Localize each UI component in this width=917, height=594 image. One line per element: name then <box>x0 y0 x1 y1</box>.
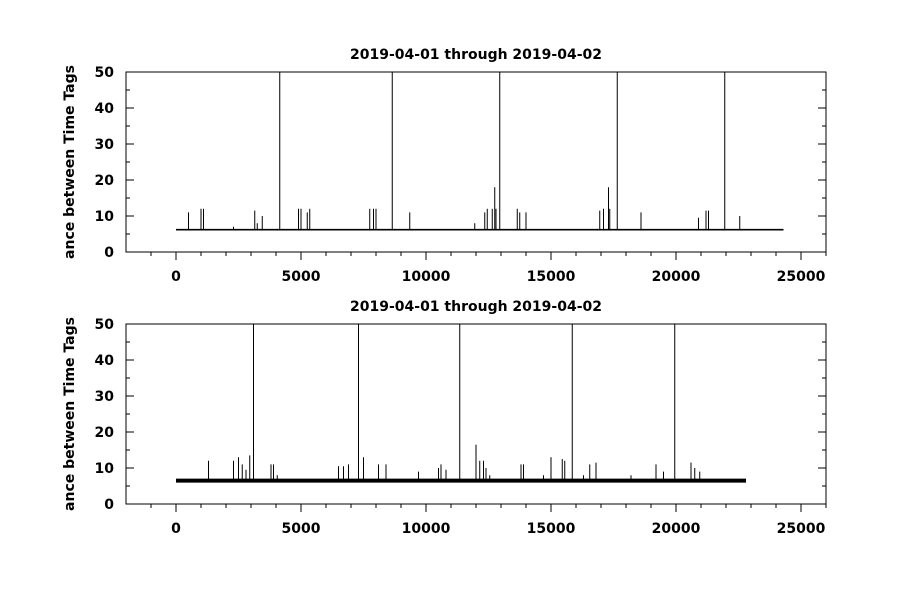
chart-title: 2019-04-01 through 2019-04-02 <box>350 299 602 315</box>
x-tick-label: 15000 <box>527 521 576 537</box>
y-tick-label: 30 <box>95 137 115 153</box>
y-tick-label: 10 <box>95 461 115 477</box>
y-tick-label: 0 <box>104 245 114 261</box>
x-tick-label: 10000 <box>402 521 451 537</box>
y-tick-label: 50 <box>95 65 115 81</box>
x-tick-label: 0 <box>171 521 181 537</box>
y-tick-label: 30 <box>95 389 115 405</box>
y-tick-label: 10 <box>95 209 115 225</box>
x-tick-label: 25000 <box>777 269 826 285</box>
y-tick-label: 40 <box>95 101 115 117</box>
x-tick-label: 10000 <box>402 269 451 285</box>
y-axis-label: ance between Time Tags <box>62 317 78 511</box>
y-tick-label: 50 <box>95 317 115 333</box>
x-tick-label: 15000 <box>527 269 576 285</box>
x-tick-label: 25000 <box>777 521 826 537</box>
y-tick-label: 0 <box>104 497 114 513</box>
x-tick-label: 5000 <box>282 521 321 537</box>
y-tick-label: 20 <box>95 425 115 441</box>
y-axis-label: ance between Time Tags <box>62 65 78 259</box>
x-tick-label: 20000 <box>652 269 701 285</box>
x-tick-label: 20000 <box>652 521 701 537</box>
chart-title: 2019-04-01 through 2019-04-02 <box>350 47 602 63</box>
x-tick-label: 0 <box>171 269 181 285</box>
y-tick-label: 20 <box>95 173 115 189</box>
chart-panel-2: 2019-04-01 through 2019-04-02 ance betwee… <box>62 299 827 537</box>
y-tick-label: 40 <box>95 353 115 369</box>
x-tick-label: 5000 <box>282 269 321 285</box>
plot-frame <box>125 71 827 253</box>
chart-panel-1: 2019-04-01 through 2019-04-02 ance betwee… <box>62 47 827 285</box>
